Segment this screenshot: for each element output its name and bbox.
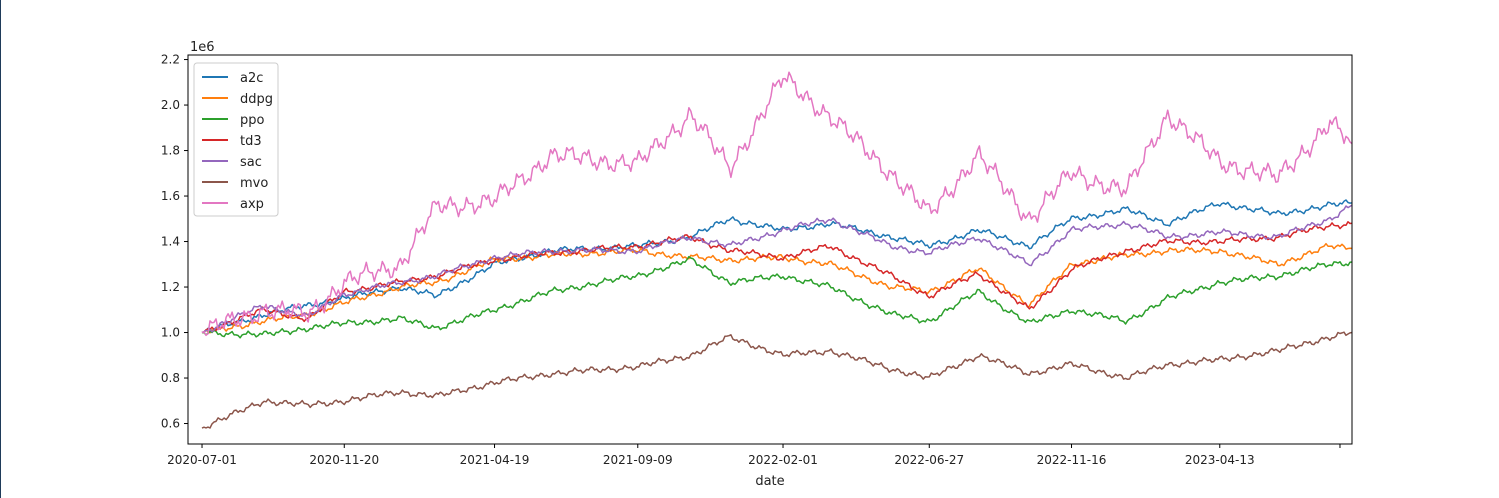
legend-label-mvo: mvo	[240, 176, 268, 191]
x-tick-label: 2022-02-01	[748, 453, 818, 467]
series-lines	[201, 71, 1353, 429]
y-tick-label: 1.2	[161, 280, 180, 294]
x-tick-label: 2021-09-09	[603, 453, 673, 467]
x-tick-label: 2023-04-13	[1185, 453, 1255, 467]
x-tick-label: 2021-04-19	[460, 453, 530, 467]
legend-label-ppo: ppo	[240, 113, 265, 128]
series-line-mvo	[201, 331, 1353, 429]
y-tick-label: 1.0	[161, 326, 180, 340]
y-tick-label: 1.6	[161, 189, 180, 203]
y-tick-label: 0.6	[161, 417, 180, 431]
legend-label-sac: sac	[240, 155, 262, 170]
x-tick-label: 2020-07-01	[167, 453, 237, 467]
x-tick-label: 2022-11-16	[1037, 453, 1107, 467]
series-line-a2c	[201, 199, 1353, 334]
plot-area-frame	[187, 54, 1353, 445]
legend-label-axp: axp	[240, 197, 264, 212]
legend: a2c ddpg ppo td3 sac mvo axp	[193, 62, 279, 217]
series-line-ddpg	[201, 242, 1353, 334]
legend-label-ddpg: ddpg	[240, 92, 273, 107]
x-axis-label: date	[755, 474, 784, 489]
legend-label-td3: td3	[240, 134, 262, 149]
legend-box	[193, 62, 279, 217]
x-tick-label: 2020-11-20	[309, 453, 379, 467]
legend-label-a2c: a2c	[240, 71, 263, 86]
y-tick-label: 2.2	[161, 53, 180, 67]
series-line-axp	[201, 71, 1353, 337]
y-tick-label: 2.0	[161, 98, 180, 112]
x-axis-ticks: 2020-07-01 2020-11-20 2021-04-19 2021-09-09…	[167, 444, 1341, 467]
y-tick-label: 1.4	[161, 235, 180, 249]
x-tick-label: 2022-06-27	[894, 453, 964, 467]
series-line-td3	[201, 221, 1353, 334]
y-tick-label: 0.8	[161, 371, 180, 385]
series-line-sac	[201, 204, 1353, 334]
y-offset-text: 1e6	[190, 40, 215, 55]
y-axis-ticks: 0.6 0.8 1.0 1.2 1.4 1.6 1.8 2.0 2.2	[161, 53, 188, 431]
series-line-ppo	[201, 255, 1353, 339]
window-edge	[0, 0, 1, 498]
y-tick-label: 1.8	[161, 144, 180, 158]
